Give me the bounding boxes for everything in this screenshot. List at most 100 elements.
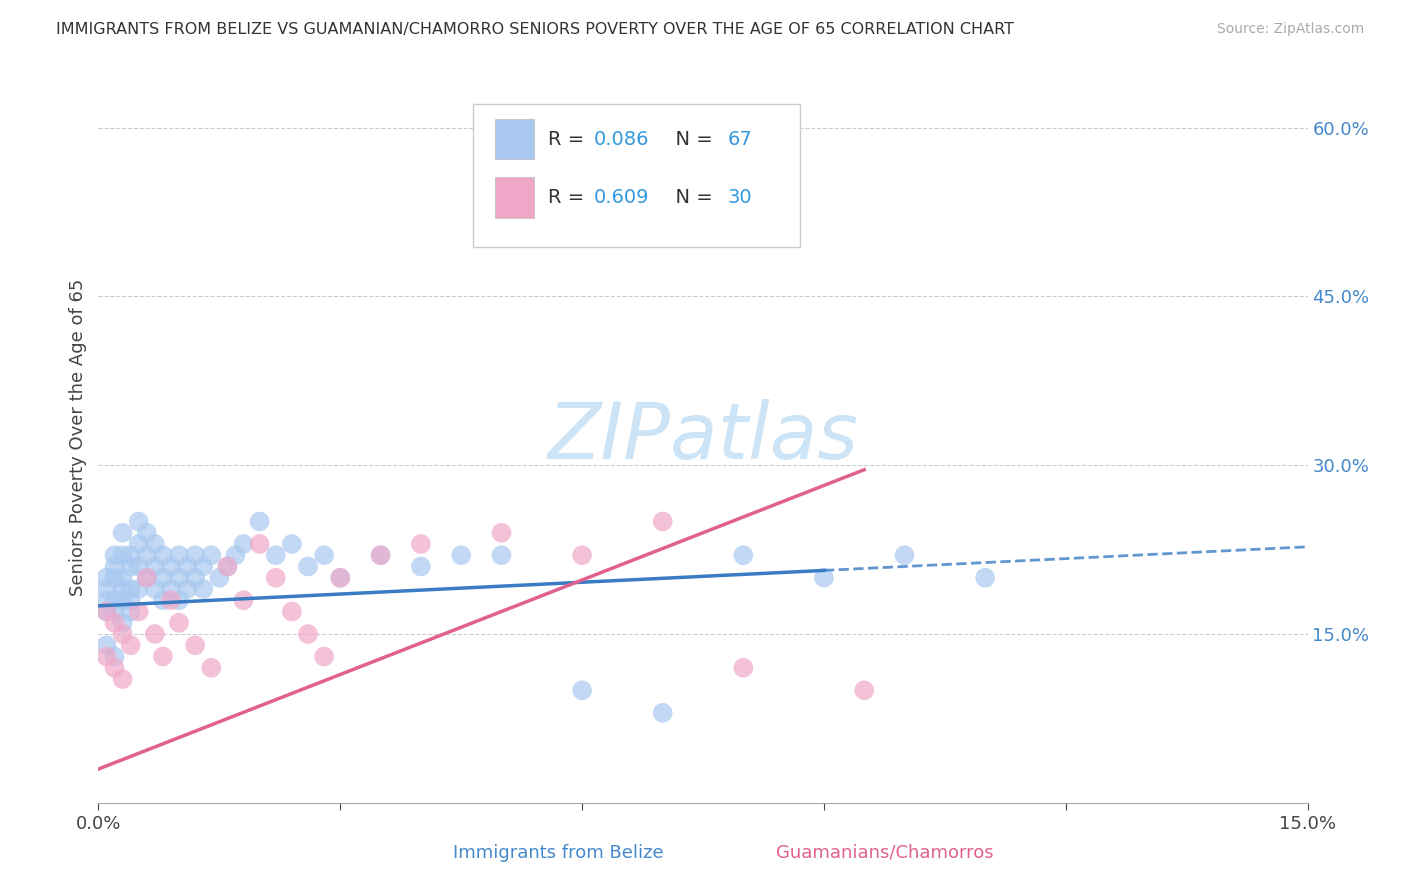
- Text: N =: N =: [664, 129, 718, 149]
- Point: [120, 582, 142, 596]
- Text: 67: 67: [727, 129, 752, 149]
- FancyBboxPatch shape: [495, 119, 534, 159]
- Point: [111, 571, 134, 585]
- FancyBboxPatch shape: [474, 104, 800, 247]
- Point: [120, 559, 142, 574]
- Point: [143, 627, 166, 641]
- Point: [135, 571, 157, 585]
- Point: [111, 615, 134, 630]
- Point: [176, 559, 198, 574]
- Point: [128, 605, 150, 619]
- Point: [103, 661, 125, 675]
- Point: [167, 571, 190, 585]
- Point: [128, 515, 150, 529]
- Text: 0.086: 0.086: [595, 129, 650, 149]
- Point: [329, 571, 352, 585]
- Point: [314, 649, 336, 664]
- Text: R =: R =: [548, 188, 591, 207]
- Point: [571, 683, 593, 698]
- Point: [96, 638, 118, 652]
- Point: [143, 582, 166, 596]
- Text: 0.609: 0.609: [595, 188, 650, 207]
- Point: [103, 559, 125, 574]
- Point: [370, 548, 392, 562]
- Point: [135, 548, 157, 562]
- Point: [96, 649, 118, 664]
- Point: [297, 559, 319, 574]
- Point: [208, 571, 231, 585]
- Point: [249, 537, 271, 551]
- Point: [120, 548, 142, 562]
- Point: [264, 571, 287, 585]
- Point: [111, 525, 134, 540]
- Point: [96, 582, 118, 596]
- Point: [143, 537, 166, 551]
- Point: [103, 548, 125, 562]
- Text: 30: 30: [727, 188, 752, 207]
- Point: [224, 548, 246, 562]
- Point: [111, 627, 134, 641]
- Point: [314, 548, 336, 562]
- Point: [167, 593, 190, 607]
- Point: [281, 605, 304, 619]
- Text: ZIPatlas: ZIPatlas: [547, 399, 859, 475]
- Point: [232, 537, 254, 551]
- Point: [167, 548, 190, 562]
- Point: [409, 537, 432, 551]
- Point: [120, 605, 142, 619]
- Text: R =: R =: [548, 129, 591, 149]
- Point: [152, 548, 174, 562]
- Point: [297, 627, 319, 641]
- Point: [974, 571, 997, 585]
- Point: [128, 537, 150, 551]
- Y-axis label: Seniors Poverty Over the Age of 65: Seniors Poverty Over the Age of 65: [69, 278, 87, 596]
- Text: N =: N =: [664, 188, 718, 207]
- Point: [167, 615, 190, 630]
- Point: [193, 582, 215, 596]
- Point: [450, 548, 472, 562]
- Point: [217, 559, 239, 574]
- Point: [111, 582, 134, 596]
- Point: [96, 605, 118, 619]
- Point: [733, 548, 755, 562]
- Point: [160, 582, 183, 596]
- Text: IMMIGRANTS FROM BELIZE VS GUAMANIAN/CHAMORRO SENIORS POVERTY OVER THE AGE OF 65 : IMMIGRANTS FROM BELIZE VS GUAMANIAN/CHAM…: [56, 22, 1014, 37]
- Point: [853, 683, 876, 698]
- Point: [651, 515, 673, 529]
- Point: [103, 605, 125, 619]
- Point: [651, 706, 673, 720]
- Point: [281, 537, 304, 551]
- Point: [370, 548, 392, 562]
- Point: [184, 638, 207, 652]
- Point: [128, 582, 150, 596]
- Point: [491, 525, 513, 540]
- Point: [184, 571, 207, 585]
- Point: [200, 661, 222, 675]
- Text: Immigrants from Belize: Immigrants from Belize: [453, 844, 664, 862]
- Point: [409, 559, 432, 574]
- Point: [111, 672, 134, 686]
- Point: [184, 548, 207, 562]
- Point: [111, 593, 134, 607]
- Point: [96, 571, 118, 585]
- Point: [103, 615, 125, 630]
- Point: [329, 571, 352, 585]
- Point: [152, 593, 174, 607]
- Point: [103, 593, 125, 607]
- Point: [120, 638, 142, 652]
- FancyBboxPatch shape: [495, 178, 534, 218]
- Point: [264, 548, 287, 562]
- Point: [491, 548, 513, 562]
- Point: [135, 525, 157, 540]
- Point: [160, 559, 183, 574]
- Point: [103, 649, 125, 664]
- Text: Source: ZipAtlas.com: Source: ZipAtlas.com: [1216, 22, 1364, 37]
- Point: [217, 559, 239, 574]
- Point: [96, 605, 118, 619]
- Text: Guamanians/Chamorros: Guamanians/Chamorros: [776, 844, 993, 862]
- Point: [893, 548, 915, 562]
- Point: [232, 593, 254, 607]
- Point: [160, 593, 183, 607]
- Point: [200, 548, 222, 562]
- Point: [571, 548, 593, 562]
